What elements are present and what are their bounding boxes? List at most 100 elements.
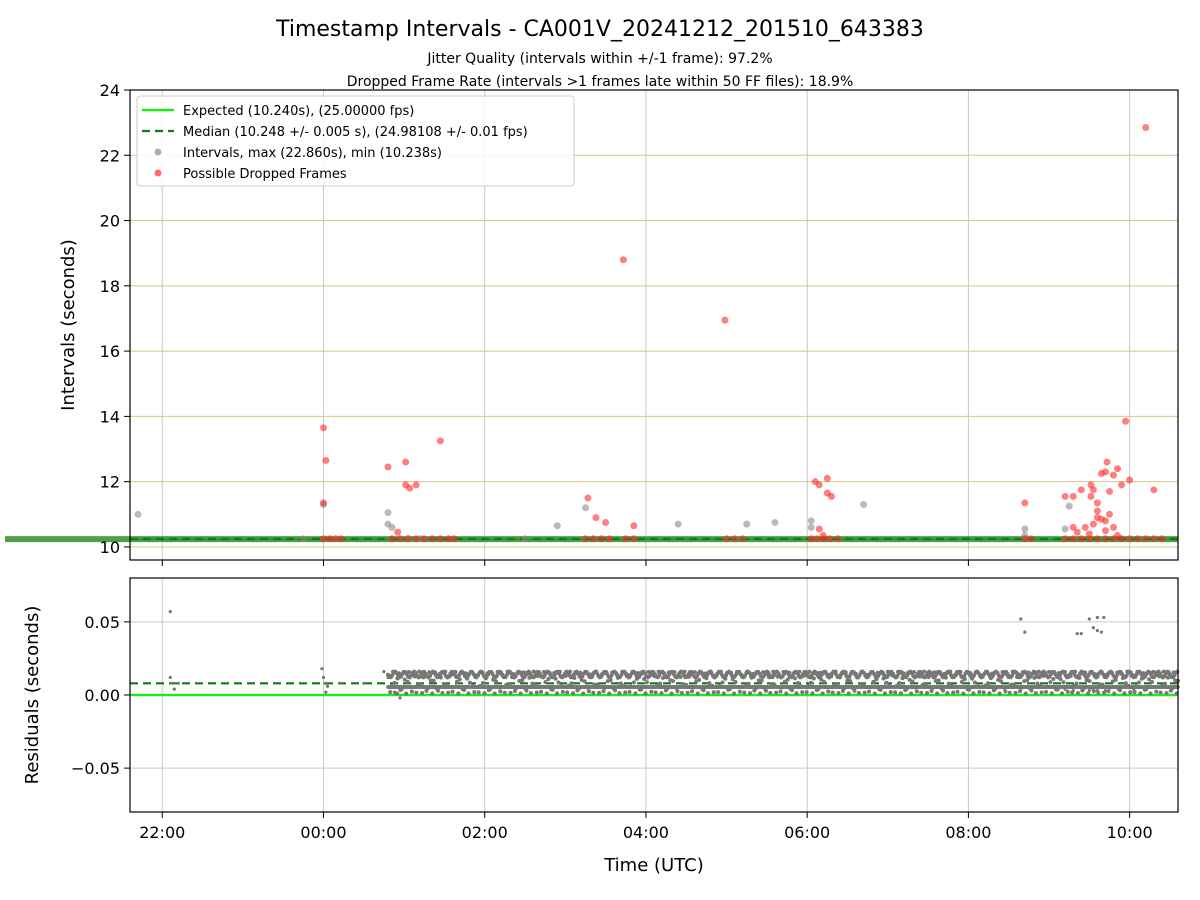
residual-point (321, 675, 326, 680)
residual-point (810, 691, 815, 696)
dropped-frame-point (1069, 492, 1077, 500)
dropped-frame-point (1134, 535, 1142, 543)
y-tick-label: 24 (100, 81, 120, 100)
residual-point (951, 690, 956, 695)
residual-point (530, 681, 535, 686)
legend-entry: Median (10.248 +/- 0.005 s), (24.98108 +… (183, 125, 528, 140)
dropped-frame-point (1077, 486, 1085, 494)
residual-point (402, 677, 407, 682)
residual-point (1017, 689, 1022, 694)
residual-point (323, 681, 327, 685)
residual-point (436, 688, 441, 693)
residual-point (922, 669, 927, 674)
dropped-frame-point (630, 522, 638, 530)
y-tick-label: 18 (100, 277, 120, 296)
residual-point (1123, 681, 1128, 686)
x-tick-label: 00:00 (300, 823, 346, 842)
residual-point (999, 679, 1004, 684)
residual-point (926, 675, 931, 680)
dropped-frame-point (1118, 535, 1126, 543)
residual-point (1103, 689, 1108, 693)
residual-point (1099, 630, 1104, 634)
residual-point (955, 689, 960, 694)
dropped-frame-point (1150, 535, 1158, 543)
interval-point (807, 517, 815, 525)
dropped-frame-point (731, 535, 739, 543)
dropped-frame-point (412, 535, 420, 543)
residual-point (420, 691, 425, 696)
residual-point (1048, 680, 1053, 685)
dropped-frame-point (606, 535, 614, 543)
residual-point (607, 691, 612, 696)
interval-point (388, 523, 396, 531)
dropped-frame-point (1101, 535, 1109, 543)
residual-point (737, 689, 742, 694)
residual-point (643, 691, 648, 696)
residual-point (692, 670, 697, 675)
residual-point (582, 679, 587, 684)
x-axis-label: Time (UTC) (603, 855, 704, 876)
y-axis-label: Residuals (seconds) (22, 606, 43, 785)
residual-point (524, 688, 529, 693)
residual-point (1019, 617, 1023, 621)
dropped-frame-point (337, 535, 345, 543)
dropped-frame-point (584, 494, 592, 502)
dropped-frame-point (319, 535, 327, 543)
residual-point (1013, 690, 1018, 695)
residual-point (925, 690, 930, 695)
residual-point (901, 671, 906, 676)
residual-point (601, 689, 606, 694)
residual-point (679, 690, 684, 695)
residual-point (911, 670, 916, 675)
residual-point (168, 610, 172, 614)
residual-point (463, 671, 468, 676)
residual-point (1061, 680, 1066, 685)
dropped-frame-point (739, 535, 747, 543)
residual-point (1148, 691, 1153, 696)
residual-point (553, 676, 558, 681)
legend-entry: Expected (10.240s), (25.00000 fps) (183, 104, 414, 119)
dropped-frame-rate-subtitle: Dropped Frame Rate (intervals >1 frames … (347, 74, 854, 90)
residual-point (494, 679, 499, 684)
residual-point (910, 679, 915, 684)
x-tick-label: 08:00 (945, 823, 991, 842)
y-tick-label: −0.05 (71, 759, 120, 778)
residual-point (446, 690, 451, 695)
residual-point (1095, 629, 1099, 633)
y-tick-label: 12 (100, 473, 120, 492)
dropped-frame-point (826, 535, 834, 543)
dropped-frame-point (813, 535, 821, 543)
y-tick-label: 14 (100, 407, 120, 426)
residual-point (914, 689, 919, 694)
residual-point (669, 691, 674, 696)
residual-point (492, 691, 497, 696)
residual-point (1087, 617, 1091, 621)
residual-point (320, 667, 324, 671)
residual-point (417, 669, 422, 674)
residual-point (324, 690, 328, 694)
residual-point (1068, 674, 1073, 679)
residual-point (1136, 680, 1141, 685)
residual-point (1071, 689, 1075, 693)
residual-point (392, 680, 397, 685)
residual-point (1075, 691, 1080, 696)
residual-point (707, 681, 712, 686)
residual-point (1106, 689, 1111, 694)
residual-point (958, 669, 963, 674)
interval-point (1021, 525, 1029, 533)
dropped-frame-point (1118, 481, 1126, 489)
residual-point (586, 689, 591, 694)
residual-point (1058, 676, 1063, 681)
residual-point (498, 689, 503, 694)
dropped-frame-point (721, 316, 729, 324)
interval-point (134, 510, 142, 518)
dropped-frame-point (402, 458, 410, 466)
residual-point (862, 690, 867, 695)
legend-intervals-swatch (154, 148, 162, 156)
residual-point (466, 691, 471, 696)
residual-point (797, 669, 802, 674)
residual-point (1087, 689, 1091, 693)
residual-point (508, 690, 513, 695)
residual-point (705, 691, 710, 696)
